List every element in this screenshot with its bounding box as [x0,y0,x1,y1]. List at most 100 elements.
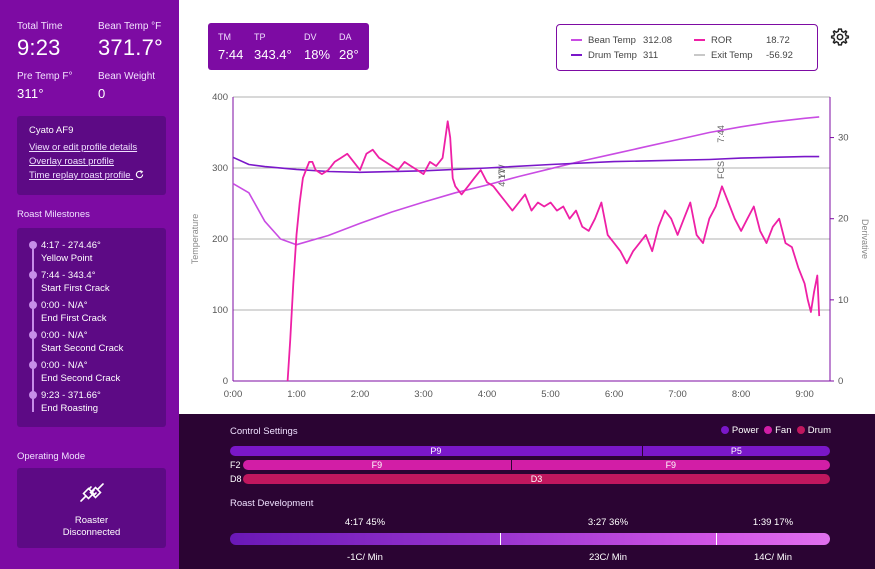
total-time-stat: Total Time 9:23 [17,21,63,61]
control-legend: Power Fan Drum [720,425,831,436]
legend-power: Power [731,425,759,436]
profile-card: Cyato AF9 View or edit profile details O… [17,116,166,195]
refresh-icon [136,170,144,179]
legend-drum-value: 311 [643,50,659,61]
x-tick-label: 7:00 [668,389,687,400]
milestone-value: 9:23 - 371.66° [41,390,101,401]
fan-bar: F9 F9 [243,460,830,470]
y-tick-label: 100 [212,305,228,316]
x-tick-label: 2:00 [351,389,370,400]
bean-weight-stat: Bean Weight 0 [98,71,155,101]
legend-drum: Drum [807,425,831,436]
milestone-label: Yellow Point [41,253,93,264]
drum-dot [796,426,805,434]
legend-ror: ROR [694,35,732,46]
marker-label: FCS [716,161,726,179]
sidebar: Total Time 9:23 Bean Temp °F 371.7° Pre … [0,0,179,569]
milestone-label: Start First Crack [41,283,110,294]
total-time-value: 9:23 [17,35,61,60]
power-segment: P5 [641,446,830,456]
power-bar: P9 P5 [230,446,830,456]
y2-tick-label: 30 [838,133,849,144]
mode-line2: Disconnected [62,527,121,538]
legend-fan: Fan [775,425,792,436]
tp-reading: TP 343.4° [254,32,292,62]
dv-reading: DV 18% [304,32,330,62]
bottom-panel: Control Settings Power Fan Drum P9 P5 F2 … [179,414,875,569]
milestone-dot [29,361,37,369]
milestone-label: Start Second Crack [41,343,124,354]
milestones-card: 4:17 - 274.46° Yellow Point 7:44 - 343.4° S… [17,228,166,427]
x-tick-label: 8:00 [732,389,751,400]
tm-value: 7:44 [218,47,244,62]
milestone-label: End First Crack [41,313,107,324]
legend-bean-label: Bean Temp [588,35,636,46]
roast-chart: 0 100 200 300 400 0 10 20 30 0:00 1:00 2:00 3:00 4:00… [190,92,870,400]
mode-card: Roaster Disconnected [17,468,166,548]
control-settings-title: Control Settings [230,426,298,437]
milestone-dot [29,301,37,309]
replay-profile-link[interactable]: Time replay roast profile [29,170,154,181]
legend-drum-label: Drum Temp [588,50,637,61]
bean-weight-label: Bean Weight [98,71,156,82]
fan-segment: F9 [510,460,830,470]
milestone-text: 7:44 - 343.4° Start First Crack [41,269,110,295]
legend-drum-temp: Drum Temp [571,50,637,61]
milestone-dot [29,241,37,249]
tm-reading: TM 7:44 [218,32,243,62]
legend-bean-value: 312.08 [643,35,673,46]
milestone-label: End Second Crack [41,373,121,384]
legend-swatch-bean [571,39,582,42]
marker-label: YW [497,164,507,179]
legend-ror-label: ROR [711,35,733,46]
marker-time: 7:44 [716,125,726,143]
milestone-text: 0:00 - N/A° End First Crack [41,299,106,325]
series-line-ror [286,120,821,382]
roast-development-title: Roast Development [230,498,314,509]
overlay-profile-link[interactable]: Overlay roast profile [29,156,115,167]
x-tick-label: 1:00 [287,389,306,400]
milestone-text: 0:00 - N/A° Start Second Crack [41,329,123,355]
total-time-label: Total Time [17,21,63,32]
da-label: DA [339,32,352,42]
y-tick-label: 400 [212,92,228,103]
milestone-value: 0:00 - N/A° [41,300,88,311]
pre-temp-label: Pre Temp F° [17,71,73,82]
y-tick-label: 300 [212,163,228,174]
phase-time-label: 4:17 45% [344,517,386,528]
x-tick-label: 4:00 [478,389,497,400]
bean-temp-value: 371.7° [98,35,164,60]
view-profile-link[interactable]: View or edit profile details [29,142,138,153]
y2-tick-label: 10 [838,295,849,306]
phase-time-label: 1:39 17% [752,517,794,528]
dv-label: DV [304,32,317,42]
pre-temp-value: 311° [17,86,44,101]
milestone-dot [29,391,37,399]
pre-temp-stat: Pre Temp F° 311° [17,71,73,101]
milestone-label: End Roasting [41,403,99,414]
milestones-title: Roast Milestones [17,209,90,220]
milestone-dot [29,271,37,279]
phase-rate-label: -1C/ Min [347,552,383,563]
development-phase-segment [716,533,830,545]
replay-link-label: Time replay roast profile [29,170,131,181]
legend-exit-label: Exit Temp [711,50,753,61]
series-line-bean-temp [232,116,820,246]
legend-exit-value: -56.92 [766,50,793,61]
gear-icon[interactable] [830,27,850,47]
live-readings-card: TM 7:44 TP 343.4° DV 18% DA 28° [208,23,369,70]
legend-bean-temp: Bean Temp [571,35,636,46]
milestone-text: 0:00 - N/A° End Second Crack [41,359,120,385]
legend-swatch-drum [571,54,582,57]
y-axis-label: Temperature [190,214,200,265]
drum-segment: D3 [243,474,830,484]
legend-ror-value: 18.72 [766,35,790,46]
dv-value: 18% [304,47,331,62]
phase-time-label: 3:27 36% [587,517,629,528]
fan-dot [764,426,773,434]
x-tick-label: 9:00 [795,389,814,400]
series-line-drum-temp [232,155,820,174]
x-tick-label: 6:00 [605,389,624,400]
phase-rate-label: 23C/ Min [588,552,627,563]
milestone-value: 7:44 - 343.4° [41,270,96,281]
